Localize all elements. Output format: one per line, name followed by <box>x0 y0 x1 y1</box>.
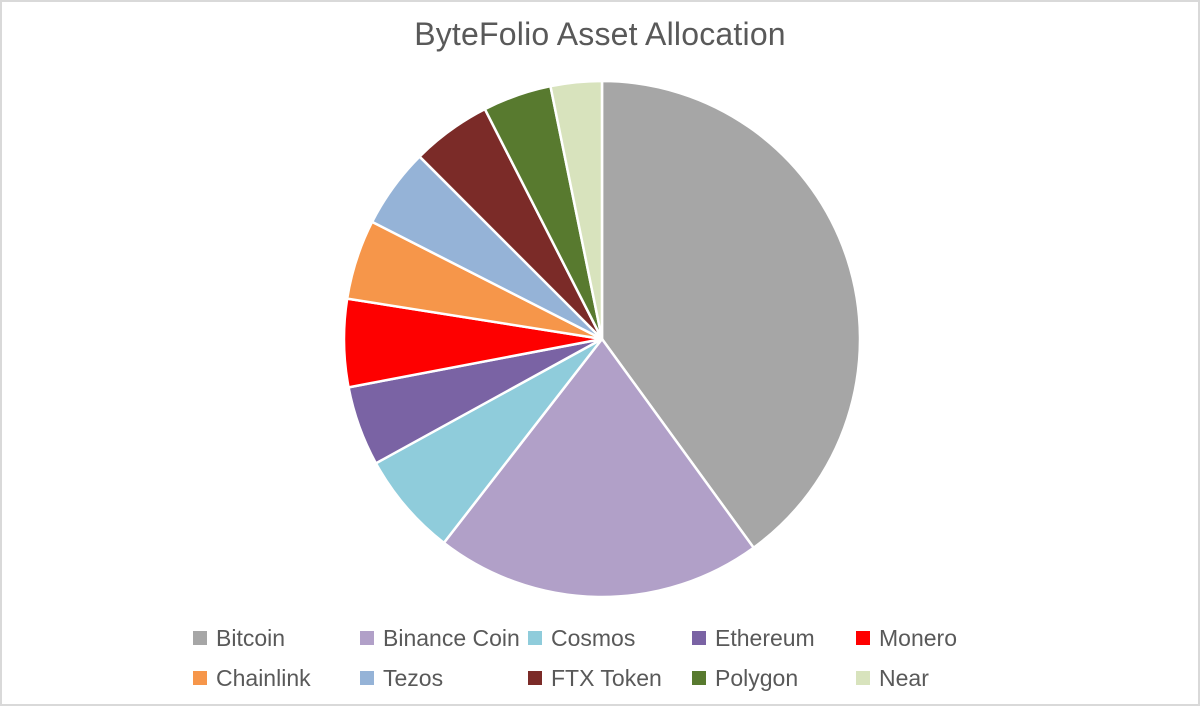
legend-swatch-icon <box>360 631 374 645</box>
legend-swatch-icon <box>528 631 542 645</box>
legend-item-bitcoin[interactable]: Bitcoin <box>193 625 360 652</box>
legend-item-ftx-token[interactable]: FTX Token <box>528 665 692 692</box>
pie-slice-binance-coin[interactable] <box>442 337 755 599</box>
legend-label: Bitcoin <box>216 624 286 651</box>
legend-item-near[interactable]: Near <box>856 665 1016 692</box>
legend-label: Binance Coin <box>383 624 520 651</box>
legend-swatch-icon <box>692 631 706 645</box>
legend-swatch-icon <box>193 671 207 685</box>
legend-item-cosmos[interactable]: Cosmos <box>528 625 692 652</box>
legend-item-chainlink[interactable]: Chainlink <box>193 665 360 692</box>
legend-swatch-icon <box>692 671 706 685</box>
legend-label: Polygon <box>715 664 799 691</box>
legend-swatch-icon <box>856 631 870 645</box>
chart-title: ByteFolio Asset Allocation <box>414 16 786 52</box>
legend-swatch-icon <box>856 671 870 685</box>
legend-item-tezos[interactable]: Tezos <box>360 665 528 692</box>
chart-legend: Bitcoin Binance Coin Cosmos Ethereum Monero C… <box>193 618 1016 698</box>
pie-slice-bitcoin[interactable] <box>600 79 862 549</box>
legend-label: Near <box>879 664 929 691</box>
legend-label: Ethereum <box>715 624 815 651</box>
legend-swatch-icon <box>360 671 374 685</box>
legend-label: Monero <box>879 624 957 651</box>
legend-item-binance-coin[interactable]: Binance Coin <box>360 625 528 652</box>
legend-label: Tezos <box>383 664 444 691</box>
legend-item-ethereum[interactable]: Ethereum <box>692 625 856 652</box>
legend-label: FTX Token <box>551 664 662 691</box>
legend-label: Chainlink <box>216 664 311 691</box>
legend-label: Cosmos <box>551 624 636 651</box>
legend-item-polygon[interactable]: Polygon <box>692 665 856 692</box>
pie-slice-near[interactable] <box>549 79 604 341</box>
legend-swatch-icon <box>193 631 207 645</box>
legend-swatch-icon <box>528 671 542 685</box>
legend-item-monero[interactable]: Monero <box>856 625 1016 652</box>
